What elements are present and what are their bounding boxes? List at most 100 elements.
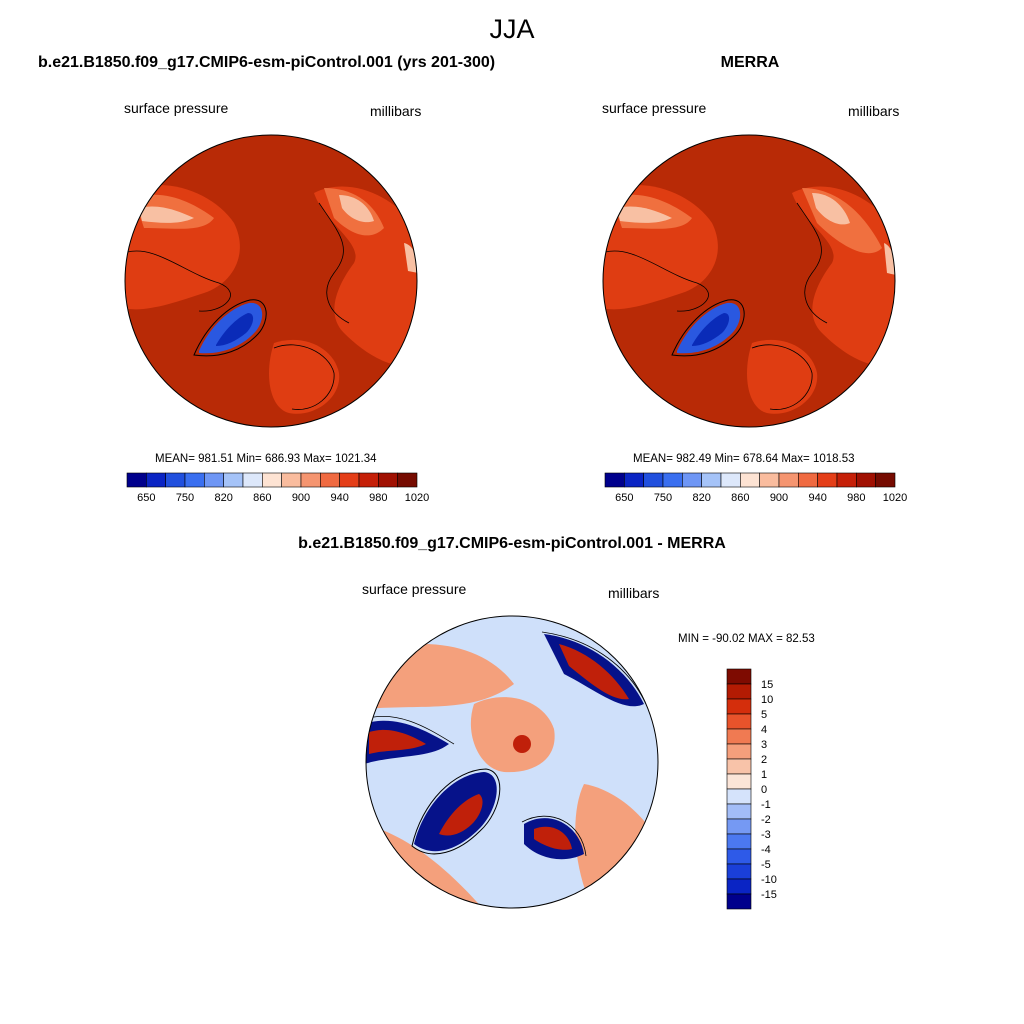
highland-region xyxy=(617,206,672,223)
colorbar-swatch xyxy=(726,728,752,745)
colorbar-tick-label: 650 xyxy=(137,492,155,504)
map-border xyxy=(602,134,896,428)
colorbar-tick-label: 10 xyxy=(761,694,773,706)
colorbar-tick-label: -1 xyxy=(761,799,771,811)
colorbar-swatch xyxy=(662,472,683,488)
colorbar-swatch xyxy=(726,818,752,835)
right-polar-map xyxy=(602,134,896,428)
colorbar-tick-label: 3 xyxy=(761,739,767,751)
colorbar-swatch xyxy=(726,698,752,715)
difference-polar-map xyxy=(365,615,659,909)
colorbar-swatch xyxy=(682,472,702,488)
colorbar-swatch xyxy=(242,472,263,488)
highland-region xyxy=(139,206,194,223)
colorbar-swatch xyxy=(740,472,760,488)
colorbar-swatch xyxy=(204,472,224,488)
coastline xyxy=(751,344,813,410)
colorbar-swatch xyxy=(643,472,664,488)
colorbar-tick-label: 980 xyxy=(847,492,865,504)
left-units-label: millibars xyxy=(370,103,422,119)
difference-variable-label: surface pressure xyxy=(362,581,467,597)
left-colorbar: 650 750 820 860 900 940 980 1020 xyxy=(126,472,429,504)
colorbar-swatch xyxy=(726,833,752,850)
positive-anomaly xyxy=(534,826,572,850)
colorbar-tick-label: -4 xyxy=(761,844,771,856)
colorbar-tick-label: 1 xyxy=(761,769,767,781)
colorbar-swatch xyxy=(720,472,741,488)
coastline xyxy=(366,715,455,745)
positive-anomaly xyxy=(439,794,483,836)
colorbar-tick-label: -5 xyxy=(761,859,771,871)
positive-anomaly xyxy=(559,644,629,700)
colorbar-swatch xyxy=(726,803,752,820)
colorbar-swatch xyxy=(126,472,147,488)
coastline xyxy=(671,299,745,357)
greenland-ice-sheet-core xyxy=(216,313,254,346)
colorbar-swatch xyxy=(320,472,340,488)
colorbar-tick-label: 0 xyxy=(761,784,767,796)
colorbar-swatch xyxy=(726,683,752,700)
right-panel-title: MERRA xyxy=(720,54,780,71)
colorbar-tick-label: 2 xyxy=(761,754,767,766)
colorbar-tick-label: 940 xyxy=(808,492,826,504)
colorbar-tick-label: 860 xyxy=(253,492,271,504)
colorbar-tick-label: 900 xyxy=(770,492,788,504)
difference-units-label: millibars xyxy=(608,585,660,601)
colorbar-tick-label: 1020 xyxy=(405,492,429,504)
colorbar-swatch xyxy=(726,668,752,685)
colorbar-swatch xyxy=(726,743,752,760)
highland-region xyxy=(812,193,850,225)
colorbar-swatch xyxy=(397,472,418,488)
colorbar-swatch xyxy=(358,472,379,488)
coastline xyxy=(796,202,828,324)
land-region xyxy=(269,339,340,414)
colorbar-tick-label: 650 xyxy=(615,492,633,504)
colorbar-tick-label: 860 xyxy=(731,492,749,504)
right-colorbar: 650 750 820 860 900 940 980 1020 xyxy=(604,472,907,504)
colorbar-swatch xyxy=(798,472,818,488)
highland-region xyxy=(884,243,895,275)
map-border xyxy=(365,615,659,909)
colorbar-tick-label: 980 xyxy=(369,492,387,504)
difference-stats: MIN = -90.02 MAX = 82.53 xyxy=(678,633,815,645)
colorbar-swatch xyxy=(624,472,644,488)
colorbar-tick-label: 900 xyxy=(292,492,310,504)
map-border xyxy=(124,134,418,428)
figure-title: JJA xyxy=(489,14,535,44)
difference-panel-title: b.e21.B1850.f09_g17.CMIP6-esm-piControl.… xyxy=(298,535,726,552)
greenland-ice-sheet-core xyxy=(692,313,730,346)
coastline xyxy=(125,250,231,312)
colorbar-swatch xyxy=(281,472,302,488)
colorbar-swatch xyxy=(875,472,896,488)
colorbar-swatch xyxy=(759,472,780,488)
coastline xyxy=(521,815,587,857)
colorbar-swatch xyxy=(339,472,360,488)
colorbar-swatch xyxy=(836,472,857,488)
colorbar-tick-label: 5 xyxy=(761,709,767,721)
colorbar-swatch xyxy=(726,863,752,880)
highland-region xyxy=(404,243,417,273)
coastline xyxy=(273,344,335,410)
left-variable-label: surface pressure xyxy=(124,100,229,116)
colorbar-swatch xyxy=(726,878,752,895)
right-stats: MEAN= 982.49 Min= 678.64 Max= 1018.53 xyxy=(633,453,855,465)
left-polar-map xyxy=(124,134,418,428)
colorbar-swatch xyxy=(726,713,752,730)
colorbar-swatch xyxy=(604,472,625,488)
colorbar-swatch xyxy=(817,472,838,488)
colorbar-swatch xyxy=(726,758,752,775)
right-variable-label: surface pressure xyxy=(602,100,707,116)
positive-anomaly xyxy=(369,729,426,754)
land-region xyxy=(747,339,818,414)
coastline xyxy=(193,299,267,357)
colorbar-swatch xyxy=(726,773,752,790)
colorbar-tick-label: 15 xyxy=(761,679,773,691)
positive-anomaly-core xyxy=(513,735,531,753)
coastline xyxy=(541,631,647,705)
colorbar-swatch xyxy=(778,472,799,488)
coastline xyxy=(411,768,501,855)
colorbar-swatch xyxy=(378,472,398,488)
highland-region xyxy=(339,195,374,223)
colorbar-tick-label: 1020 xyxy=(883,492,907,504)
